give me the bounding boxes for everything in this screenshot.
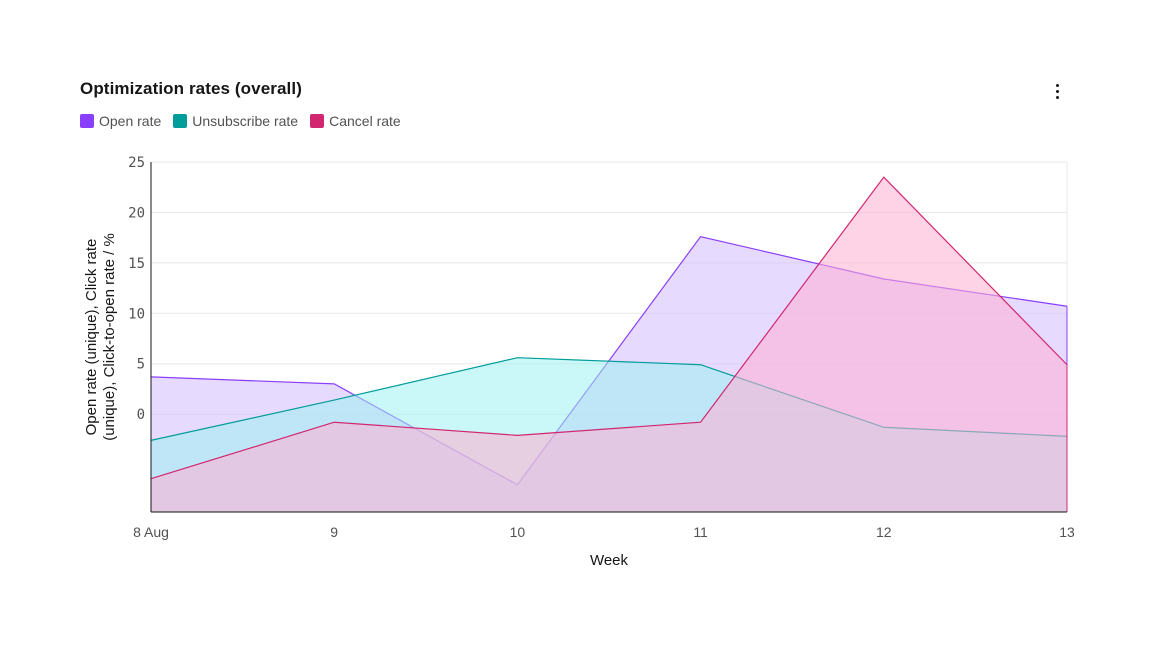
y-tick-label: 0 (137, 407, 145, 423)
legend-swatch (310, 114, 325, 128)
area-fill-2 (151, 177, 1067, 512)
x-tick-label: 8 Aug (133, 524, 169, 540)
y-tick-label: 15 (128, 256, 145, 272)
legend-swatch (173, 114, 188, 128)
x-tick-label: 9 (330, 524, 338, 540)
y-axis-title-line-2: (unique), Click-to-open rate / % (101, 233, 118, 441)
x-tick-label: 11 (693, 524, 708, 540)
series-line-2 (150, 176, 1068, 480)
legend-swatch (80, 114, 94, 128)
y-axis-title-line-1: Open rate (unique), Click rate (83, 239, 100, 436)
y-tick-label: 5 (137, 357, 145, 373)
area-layer (150, 176, 1068, 512)
legend-label: Open rate (99, 113, 162, 129)
y-axis-title: Open rate (unique), Click rate (unique),… (83, 233, 118, 441)
legend-item-cancel-rate[interactable]: Cancel rate (310, 113, 401, 129)
x-tick-label: 13 (1059, 524, 1075, 540)
legend-item-open-rate[interactable]: Open rate (80, 113, 161, 129)
x-axis-title: Week (590, 552, 629, 569)
x-tick-label: 10 (510, 524, 526, 540)
y-tick-label: 25 (128, 155, 145, 171)
x-tick-label: 12 (876, 524, 892, 540)
y-tick-label: 10 (128, 306, 145, 322)
legend-label: Unsubscribe rate (192, 113, 299, 129)
menu-dot (1055, 95, 1059, 99)
menu-dot (1055, 89, 1059, 93)
menu-dot (1055, 83, 1059, 87)
legend-label: Cancel rate (329, 113, 401, 129)
chart-legend: Open rate Unsubscribe rate Cancel rate (80, 113, 401, 129)
chart-title: Optimization rates (overall) (80, 79, 302, 98)
legend-item-unsubscribe-rate[interactable]: Unsubscribe rate (173, 113, 298, 129)
axis-layer (150, 162, 1067, 513)
y-tick-label: 20 (128, 205, 145, 221)
overflow-menu-icon[interactable] (1044, 78, 1070, 104)
tick-layer: 25 20 15 10 5 0 8 Aug 9 10 11 12 13 (128, 155, 1075, 540)
